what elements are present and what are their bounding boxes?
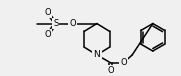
Text: S: S	[53, 19, 58, 28]
Text: O: O	[120, 58, 127, 67]
Text: O: O	[45, 8, 51, 17]
Text: O: O	[107, 66, 114, 75]
Text: N: N	[94, 50, 100, 59]
Text: O: O	[45, 30, 51, 39]
Text: O: O	[69, 19, 76, 28]
